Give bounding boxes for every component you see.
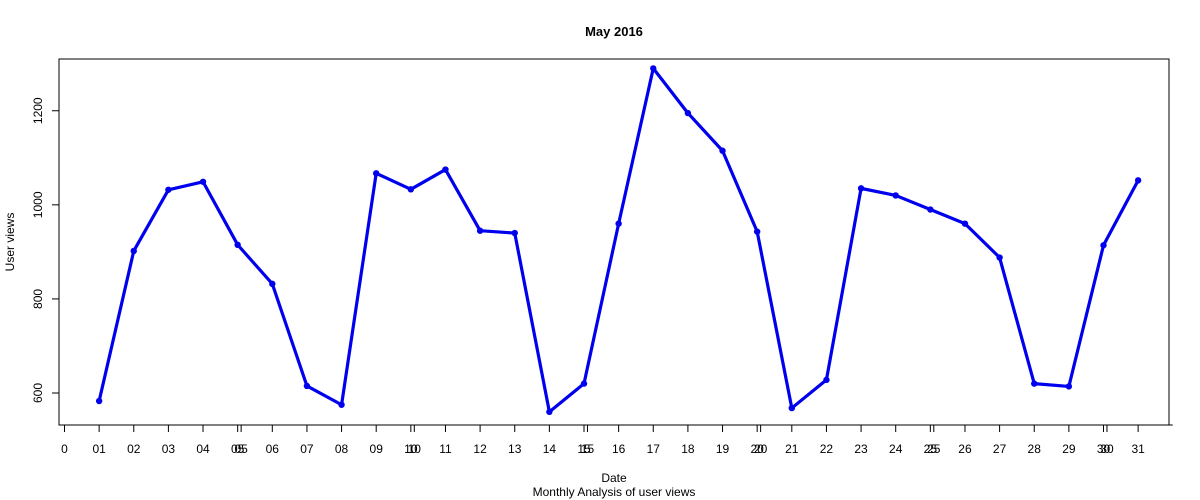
x-tick-label: 17 xyxy=(647,442,661,456)
data-point xyxy=(961,220,969,227)
data-series xyxy=(95,65,1142,416)
x-tick-label: 27 xyxy=(993,442,1007,456)
x-tick-label: 0 xyxy=(61,442,68,456)
x-tick-label: 26 xyxy=(958,442,972,456)
x-tick-label: 10 xyxy=(408,442,422,456)
x-tick-label: 28 xyxy=(1028,442,1042,456)
x-tick-label: 01 xyxy=(92,442,106,456)
x-tick-label: 30 xyxy=(1100,442,1114,456)
x-tick-label: 25 xyxy=(924,442,938,456)
data-point xyxy=(130,247,137,255)
data-point xyxy=(373,170,380,177)
data-point xyxy=(234,241,241,249)
y-tick-label: 800 xyxy=(31,289,45,309)
x-tick-label: 12 xyxy=(473,442,487,456)
x-tick-label: 15 xyxy=(581,442,595,456)
x-tick-label: 05 xyxy=(234,442,248,456)
y-tick-label: 1200 xyxy=(31,97,45,124)
data-point xyxy=(95,397,103,405)
data-point xyxy=(476,227,484,234)
x-tick-label: 03 xyxy=(162,442,176,456)
chart-subtitle: Monthly Analysis of user views xyxy=(533,485,696,499)
x-tick-label: 02 xyxy=(127,442,141,456)
data-point xyxy=(650,65,657,72)
x-tick-label: 30 xyxy=(1097,442,1111,456)
x-tick-label: 22 xyxy=(820,442,834,456)
data-point xyxy=(615,220,622,227)
data-point xyxy=(269,280,276,288)
data-point xyxy=(1134,177,1142,184)
data-point xyxy=(546,408,553,416)
data-point xyxy=(199,178,207,185)
data-point xyxy=(407,186,415,193)
data-point xyxy=(857,185,865,192)
x-tick-label: 05 xyxy=(231,442,245,456)
y-axis: 600 800 1000 1200 xyxy=(31,97,60,403)
x-tick-label: 16 xyxy=(612,442,626,456)
x-tick-label: 24 xyxy=(889,442,903,456)
data-point xyxy=(580,380,588,387)
data-point xyxy=(303,382,311,390)
x-tick-label: 19 xyxy=(716,442,730,456)
data-point xyxy=(165,186,172,193)
data-point xyxy=(996,254,1003,261)
x-tick-label: 10 xyxy=(404,442,418,456)
data-point xyxy=(1100,242,1107,249)
y-axis-label: User views xyxy=(3,213,17,272)
x-tick-label: 29 xyxy=(1062,442,1076,456)
x-tick-label: 07 xyxy=(300,442,314,456)
data-point xyxy=(753,228,761,235)
y-tick-label: 1000 xyxy=(31,191,45,218)
data-point xyxy=(511,229,518,237)
data-point xyxy=(927,206,934,213)
x-axis-label: Date xyxy=(601,471,627,485)
chart-title: May 2016 xyxy=(585,24,643,39)
x-tick-label: 20 xyxy=(750,442,764,456)
x-tick-label: 21 xyxy=(785,442,799,456)
x-tick-label: 11 xyxy=(439,442,452,456)
x-tick-label: 23 xyxy=(854,442,868,456)
data-point xyxy=(719,147,726,154)
data-point xyxy=(892,192,899,199)
x-tick-label: 31 xyxy=(1131,442,1145,456)
x-tick-label: 18 xyxy=(681,442,695,456)
x-tick-label: 14 xyxy=(543,442,557,456)
data-point xyxy=(788,404,796,412)
x-tick-label: 06 xyxy=(266,442,280,456)
data-point xyxy=(338,401,345,408)
series-line xyxy=(97,66,1140,414)
x-tick-label: 08 xyxy=(335,442,349,456)
data-point xyxy=(684,109,692,117)
x-tick-label: 04 xyxy=(196,442,210,456)
y-tick-label: 600 xyxy=(31,383,45,403)
data-point xyxy=(823,376,830,384)
x-tick-label: 09 xyxy=(370,442,384,456)
x-tick-label: 20 xyxy=(754,442,768,456)
x-tick-label: 13 xyxy=(508,442,522,456)
data-point xyxy=(1031,380,1038,387)
x-tick-label: 25 xyxy=(927,442,941,456)
data-point xyxy=(442,166,449,173)
x-tick-label: 15 xyxy=(577,442,591,456)
data-point xyxy=(1065,383,1073,390)
